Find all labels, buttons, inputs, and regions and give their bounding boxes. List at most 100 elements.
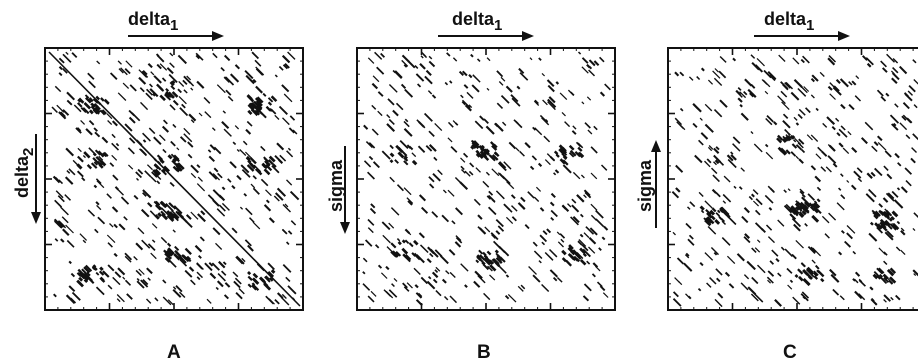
match-dash: [532, 241, 538, 247]
match-dash: [106, 234, 116, 244]
match-dash: [76, 271, 82, 278]
match-dash: [433, 156, 438, 162]
match-dash: [268, 277, 274, 282]
match-dash: [546, 79, 555, 88]
match-dash: [78, 97, 85, 104]
match-dash: [255, 104, 263, 111]
match-dash: [840, 103, 846, 110]
match-dash: [486, 195, 492, 200]
match-dash: [128, 116, 136, 124]
match-dash: [677, 280, 683, 286]
match-dash: [168, 73, 178, 84]
panel-c-side-arrowhead: [651, 140, 661, 152]
match-dash: [370, 203, 376, 209]
match-dash: [752, 189, 759, 195]
match-dash: [515, 147, 520, 152]
match-dash: [404, 88, 414, 98]
match-dash: [367, 295, 375, 303]
match-dash: [444, 81, 449, 86]
match-dash: [206, 298, 212, 304]
match-dash: [840, 194, 846, 200]
match-dash: [92, 152, 97, 157]
match-dash: [737, 87, 742, 91]
panel-a-ticks: [45, 48, 303, 310]
match-dash: [811, 74, 819, 82]
match-dash: [774, 299, 782, 307]
match-dash: [810, 134, 819, 142]
match-dash: [216, 280, 224, 288]
match-dash: [464, 170, 471, 177]
match-dash: [482, 180, 490, 188]
match-dash: [146, 298, 152, 304]
match-dash: [247, 109, 253, 116]
match-dash: [218, 260, 226, 269]
match-dash: [208, 155, 216, 163]
match-dash: [212, 227, 221, 236]
match-dash: [394, 70, 403, 79]
panel-a-main-diagonal: [48, 51, 301, 307]
match-dash: [197, 213, 206, 223]
match-dash: [166, 249, 174, 257]
match-dash: [209, 272, 217, 280]
match-dash: [797, 87, 807, 97]
match-dash: [579, 213, 584, 218]
match-dash: [173, 253, 181, 261]
match-dash: [246, 120, 253, 127]
match-dash: [717, 209, 721, 214]
match-dash: [800, 58, 805, 64]
match-dash: [582, 248, 591, 258]
match-dash: [692, 102, 702, 113]
match-dash: [227, 178, 232, 183]
match-dash: [248, 217, 255, 223]
match-dash: [204, 262, 213, 272]
match-dash: [495, 230, 501, 235]
match-dash: [255, 66, 265, 76]
match-dash: [546, 228, 552, 234]
match-dash: [234, 125, 240, 130]
match-dash: [807, 245, 816, 255]
match-dash: [428, 55, 433, 60]
match-dash: [153, 163, 160, 170]
match-dash: [488, 190, 494, 196]
match-dash: [190, 211, 199, 220]
match-dash: [403, 160, 409, 166]
match-dash: [486, 87, 490, 91]
match-dash: [592, 262, 599, 268]
match-dash: [784, 82, 791, 89]
match-dash: [428, 144, 437, 152]
match-dash: [403, 187, 412, 196]
match-dash: [740, 282, 749, 291]
match-dash: [848, 81, 853, 86]
match-dash: [812, 272, 818, 277]
match-dash: [832, 162, 838, 168]
match-dash: [159, 134, 166, 142]
match-dash: [792, 139, 797, 143]
match-dash: [558, 148, 566, 155]
match-dash: [692, 122, 698, 128]
match-dash: [66, 170, 71, 174]
match-dash: [101, 136, 109, 144]
match-dash: [773, 121, 778, 126]
match-dash: [674, 117, 683, 126]
match-dash: [588, 59, 596, 67]
match-dash: [807, 193, 816, 201]
match-dash: [675, 164, 684, 173]
match-dash: [908, 84, 916, 93]
match-dash: [281, 293, 287, 299]
match-dash: [431, 271, 439, 279]
match-dash: [394, 70, 403, 79]
match-dash: [289, 115, 296, 121]
match-dash: [825, 166, 832, 173]
match-dash: [377, 264, 383, 269]
match-dash: [265, 160, 271, 167]
match-dash: [120, 196, 130, 205]
match-dash: [403, 64, 408, 68]
match-dash: [94, 228, 99, 234]
match-dash: [125, 60, 133, 68]
match-dash: [588, 246, 596, 254]
match-dash: [791, 253, 797, 260]
match-dash: [224, 282, 231, 288]
match-dash: [855, 75, 860, 80]
match-dash: [689, 201, 696, 208]
match-dash: [793, 208, 800, 215]
